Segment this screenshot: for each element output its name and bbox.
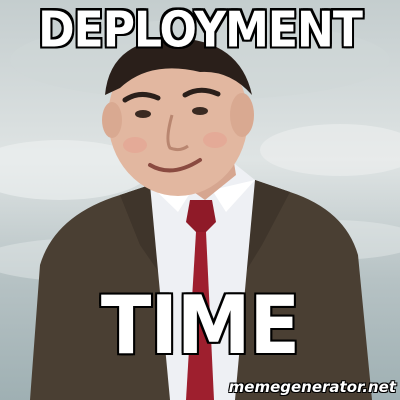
hair [105, 38, 252, 95]
bottom-caption: TIME [100, 279, 301, 373]
tie [186, 200, 216, 232]
top-caption: DEPLOYMENT [37, 1, 364, 59]
watermark-text: memegenerator.net [228, 378, 396, 396]
smirk [148, 158, 202, 173]
head [108, 40, 248, 196]
